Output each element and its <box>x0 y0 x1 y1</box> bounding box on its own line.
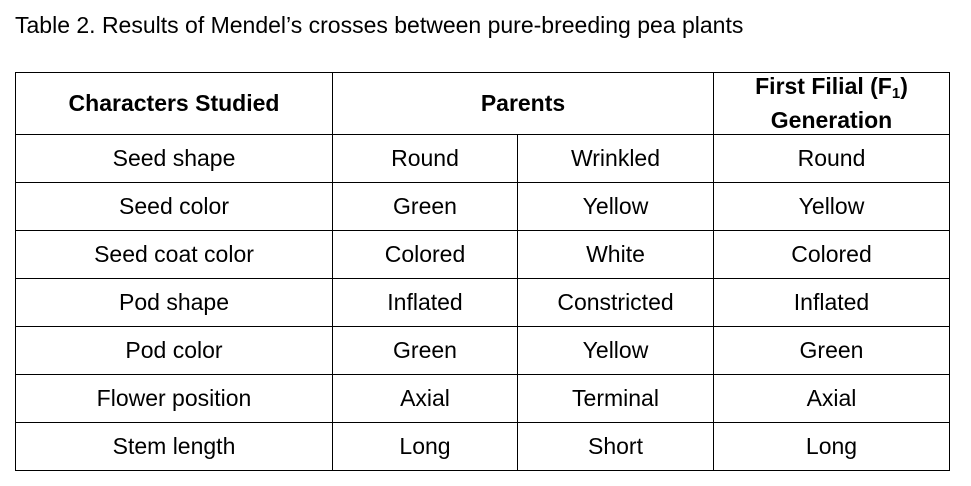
header-characters-studied: Characters Studied <box>15 72 333 135</box>
cell-f1: Round <box>713 134 950 183</box>
header-row: Characters Studied Parents First Filial … <box>15 72 950 135</box>
mendel-crosses-table: Characters Studied Parents First Filial … <box>15 72 950 471</box>
table-caption: Table 2. Results of Mendel’s crosses bet… <box>15 12 744 38</box>
cell-parent-2: Terminal <box>517 374 714 423</box>
header-f1-subscript: 1 <box>891 85 901 102</box>
cell-parent-1: Long <box>332 422 518 471</box>
cell-parent-1: Green <box>332 326 518 375</box>
table-row: Pod shape Inflated Constricted Inflated <box>15 278 950 327</box>
cell-f1: Long <box>713 422 950 471</box>
cell-parent-2: Short <box>517 422 714 471</box>
table-row: Seed coat color Colored White Colored <box>15 230 950 279</box>
cell-parent-2: Yellow <box>517 326 714 375</box>
table-row: Pod color Green Yellow Green <box>15 326 950 375</box>
cell-parent-2: White <box>517 230 714 279</box>
cell-parent-2: Wrinkled <box>517 134 714 183</box>
cell-parent-1: Green <box>332 182 518 231</box>
cell-character: Seed coat color <box>15 230 333 279</box>
table-row: Seed shape Round Wrinkled Round <box>15 134 950 183</box>
cell-parent-2: Yellow <box>517 182 714 231</box>
cell-f1: Colored <box>713 230 950 279</box>
header-f1-suffix: ) <box>900 73 908 99</box>
cell-character: Seed color <box>15 182 333 231</box>
table-row: Stem length Long Short Long <box>15 422 950 471</box>
cell-f1: Axial <box>713 374 950 423</box>
cell-parent-1: Round <box>332 134 518 183</box>
cell-character: Flower position <box>15 374 333 423</box>
cell-f1: Green <box>713 326 950 375</box>
cell-f1: Inflated <box>713 278 950 327</box>
cell-parent-1: Colored <box>332 230 518 279</box>
header-f1-generation: First Filial (F1) Generation <box>713 72 950 135</box>
cell-character: Pod color <box>15 326 333 375</box>
header-parents: Parents <box>332 72 714 135</box>
cell-character: Pod shape <box>15 278 333 327</box>
header-f1-line2: Generation <box>770 107 893 133</box>
cell-f1: Yellow <box>713 182 950 231</box>
header-f1-prefix: First Filial (F <box>755 73 892 99</box>
cell-parent-1: Axial <box>332 374 518 423</box>
cell-character: Stem length <box>15 422 333 471</box>
table-row: Seed color Green Yellow Yellow <box>15 182 950 231</box>
table-row: Flower position Axial Terminal Axial <box>15 374 950 423</box>
cell-parent-1: Inflated <box>332 278 518 327</box>
cell-character: Seed shape <box>15 134 333 183</box>
cell-parent-2: Constricted <box>517 278 714 327</box>
